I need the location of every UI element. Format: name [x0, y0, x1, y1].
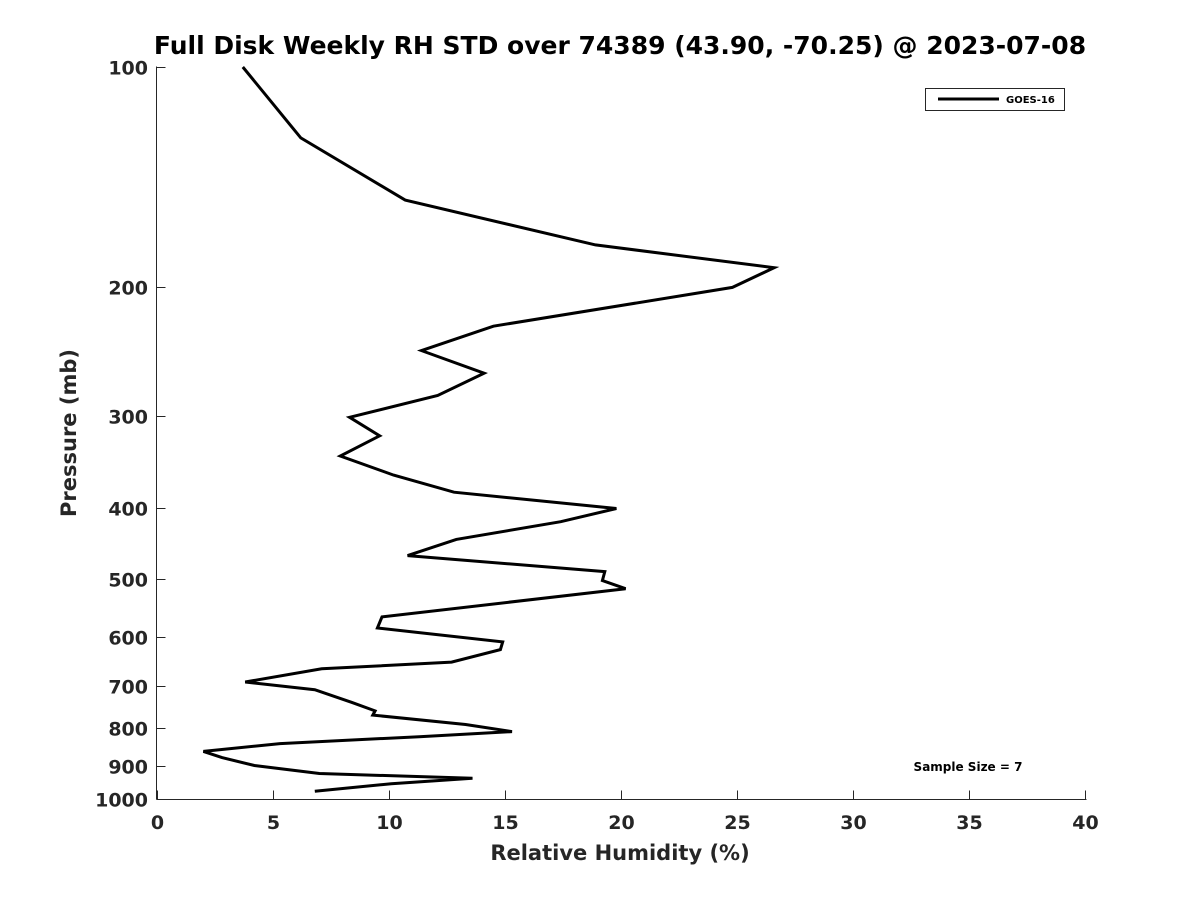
legend-entry-goes16: GOES-16 — [1006, 95, 1055, 106]
x-tick-label: 10 — [376, 812, 402, 834]
x-tick-label: 25 — [724, 812, 750, 834]
plot-area — [157, 67, 1086, 800]
y-axis-label: Pressure (mb) — [57, 349, 81, 517]
x-ticks: 0 5 10 15 20 25 30 35 40 — [151, 790, 1099, 834]
y-tick-label: 100 — [108, 58, 148, 80]
x-tick-label: 35 — [956, 812, 982, 834]
y-tick-label: 300 — [108, 407, 148, 429]
x-tick-label: 40 — [1072, 812, 1098, 834]
y-tick-label: 700 — [108, 677, 148, 699]
series-lines — [202, 66, 780, 793]
sample-size-annotation: Sample Size = 7 — [914, 760, 1023, 774]
y-tick-label: 600 — [108, 628, 148, 650]
y-tick-label: 800 — [108, 719, 148, 741]
x-tick-label: 0 — [151, 812, 164, 834]
y-tick-label: 400 — [108, 499, 148, 521]
y-tick-label: 200 — [108, 278, 148, 300]
x-tick-label: 5 — [267, 812, 280, 834]
x-axis-label: Relative Humidity (%) — [490, 841, 749, 865]
x-tick-label: 20 — [608, 812, 634, 834]
y-tick-label: 500 — [108, 570, 148, 592]
axes: 0 5 10 15 20 25 30 35 40 100 200 300 400 500 600 700 80… — [95, 58, 1099, 835]
series-line-goes16 — [202, 66, 780, 793]
legend: GOES-16 — [925, 88, 1065, 111]
x-tick-label: 15 — [492, 812, 518, 834]
x-tick-label: 30 — [840, 812, 866, 834]
chart-title: Full Disk Weekly RH STD over 74389 (43.9… — [154, 31, 1086, 60]
y-ticks: 100 200 300 400 500 600 700 800 900 1000 — [95, 58, 166, 812]
y-tick-label: 900 — [108, 757, 148, 779]
y-tick-label: 1000 — [95, 790, 148, 812]
